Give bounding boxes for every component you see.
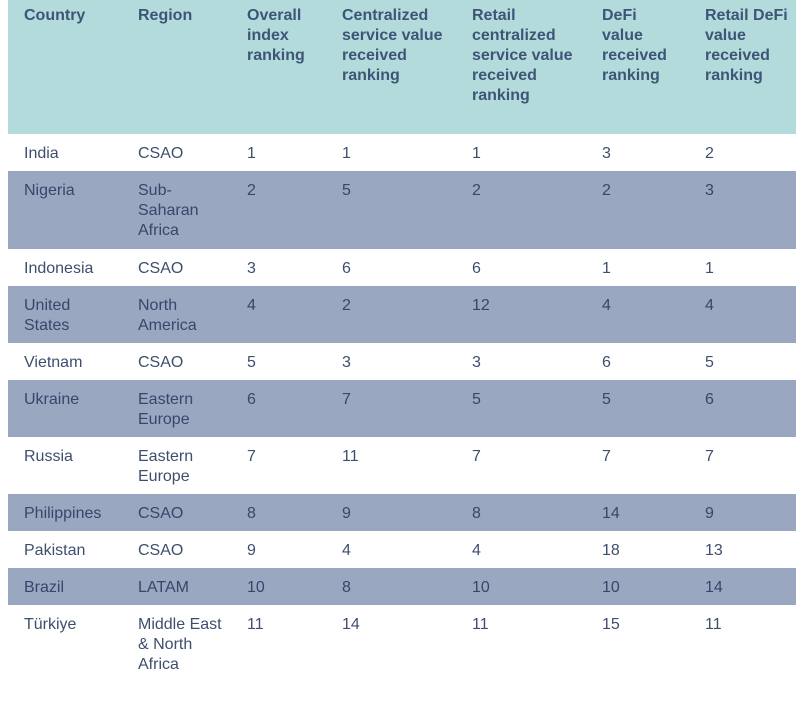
cell-retail-centralized-ranking: 10 bbox=[472, 579, 490, 596]
table-row: Indonesia CSAO 3 6 6 1 1 bbox=[8, 249, 796, 286]
header-overall-index-ranking: Overall index ranking bbox=[247, 7, 305, 64]
cell-retail-defi-ranking: 13 bbox=[705, 542, 723, 559]
cell-country: United States bbox=[24, 297, 71, 334]
cell-region: Sub-Saharan Africa bbox=[138, 182, 199, 239]
cell-retail-defi-ranking: 11 bbox=[705, 616, 722, 633]
cell-defi-ranking: 7 bbox=[602, 448, 611, 465]
cell-country: India bbox=[24, 145, 59, 162]
crypto-adoption-ranking-table: Country Region Overall index ranking Cen… bbox=[8, 0, 796, 685]
cell-overall-index-ranking: 4 bbox=[247, 297, 256, 314]
cell-defi-ranking: 1 bbox=[602, 260, 611, 277]
cell-country: Philippines bbox=[24, 505, 102, 522]
cell-defi-ranking: 2 bbox=[602, 182, 611, 199]
table-row: Türkiye Middle East & North Africa 11 14 11 1… bbox=[8, 605, 796, 685]
cell-country: Ukraine bbox=[24, 391, 80, 408]
cell-country: Pakistan bbox=[24, 542, 86, 559]
cell-defi-ranking: 3 bbox=[602, 145, 611, 162]
cell-country: Brazil bbox=[24, 579, 65, 596]
table-row: Vietnam CSAO 5 3 3 6 5 bbox=[8, 343, 796, 380]
cell-country: Türkiye bbox=[24, 616, 77, 633]
cell-retail-defi-ranking: 6 bbox=[705, 391, 714, 408]
cell-country: Vietnam bbox=[24, 354, 83, 371]
cell-country: Russia bbox=[24, 448, 73, 465]
cell-centralized-ranking: 8 bbox=[342, 579, 351, 596]
cell-region: CSAO bbox=[138, 542, 184, 559]
cell-region: Middle East & North Africa bbox=[138, 616, 222, 673]
cell-centralized-ranking: 7 bbox=[342, 391, 351, 408]
table-body: India CSAO 1 1 1 3 2 Nigeria Sub-Saharan Africa 2… bbox=[8, 134, 796, 685]
cell-region: LATAM bbox=[138, 579, 189, 596]
cell-centralized-ranking: 3 bbox=[342, 354, 351, 371]
cell-overall-index-ranking: 9 bbox=[247, 542, 256, 559]
cell-region: Eastern Europe bbox=[138, 391, 194, 428]
cell-country: Indonesia bbox=[24, 260, 94, 277]
cell-retail-defi-ranking: 3 bbox=[705, 182, 714, 199]
header-region: Region bbox=[138, 7, 193, 24]
table-row: Pakistan CSAO 9 4 4 18 13 bbox=[8, 531, 796, 568]
cell-retail-centralized-ranking: 2 bbox=[472, 182, 481, 199]
cell-retail-centralized-ranking: 5 bbox=[472, 391, 481, 408]
cell-retail-defi-ranking: 4 bbox=[705, 297, 714, 314]
cell-retail-centralized-ranking: 4 bbox=[472, 542, 481, 559]
cell-retail-defi-ranking: 1 bbox=[705, 260, 714, 277]
cell-overall-index-ranking: 1 bbox=[247, 145, 256, 162]
header-defi-ranking: DeFi value received ranking bbox=[602, 7, 667, 84]
cell-retail-defi-ranking: 9 bbox=[705, 505, 714, 522]
cell-retail-centralized-ranking: 6 bbox=[472, 260, 481, 277]
cell-defi-ranking: 4 bbox=[602, 297, 611, 314]
header-centralized-service-ranking: Centralized service value received ranki… bbox=[342, 7, 443, 84]
cell-region: CSAO bbox=[138, 505, 184, 522]
cell-retail-defi-ranking: 2 bbox=[705, 145, 714, 162]
cell-retail-centralized-ranking: 8 bbox=[472, 505, 481, 522]
cell-region: CSAO bbox=[138, 260, 184, 277]
cell-retail-centralized-ranking: 3 bbox=[472, 354, 481, 371]
cell-overall-index-ranking: 7 bbox=[247, 448, 256, 465]
table-row: Russia Eastern Europe 7 11 7 7 7 bbox=[8, 437, 796, 494]
cell-overall-index-ranking: 5 bbox=[247, 354, 256, 371]
cell-centralized-ranking: 11 bbox=[342, 448, 359, 465]
cell-retail-defi-ranking: 7 bbox=[705, 448, 714, 465]
table-row: Brazil LATAM 10 8 10 10 14 bbox=[8, 568, 796, 605]
cell-retail-defi-ranking: 5 bbox=[705, 354, 714, 371]
table-row: India CSAO 1 1 1 3 2 bbox=[8, 134, 796, 171]
cell-country: Nigeria bbox=[24, 182, 75, 199]
cell-overall-index-ranking: 11 bbox=[247, 616, 264, 633]
cell-overall-index-ranking: 8 bbox=[247, 505, 256, 522]
cell-centralized-ranking: 6 bbox=[342, 260, 351, 277]
cell-defi-ranking: 5 bbox=[602, 391, 611, 408]
table-row: Nigeria Sub-Saharan Africa 2 5 2 2 3 bbox=[8, 171, 796, 249]
table-header: Country Region Overall index ranking Cen… bbox=[8, 0, 796, 134]
cell-defi-ranking: 10 bbox=[602, 579, 620, 596]
cell-retail-centralized-ranking: 11 bbox=[472, 616, 489, 633]
cell-overall-index-ranking: 3 bbox=[247, 260, 256, 277]
cell-retail-centralized-ranking: 12 bbox=[472, 297, 490, 314]
cell-centralized-ranking: 9 bbox=[342, 505, 351, 522]
cell-region: Eastern Europe bbox=[138, 448, 194, 485]
table-row: Philippines CSAO 8 9 8 14 9 bbox=[8, 494, 796, 531]
cell-defi-ranking: 18 bbox=[602, 542, 620, 559]
cell-overall-index-ranking: 10 bbox=[247, 579, 265, 596]
header-retail-centralized-ranking: Retail centralized service value receive… bbox=[472, 7, 573, 104]
cell-defi-ranking: 15 bbox=[602, 616, 620, 633]
table-row: Ukraine Eastern Europe 6 7 5 5 6 bbox=[8, 380, 796, 437]
table-row: United States North America 4 2 12 4 4 bbox=[8, 286, 796, 343]
header-country: Country bbox=[24, 7, 86, 24]
header-row: Country Region Overall index ranking Cen… bbox=[8, 0, 796, 134]
cell-region: CSAO bbox=[138, 354, 184, 371]
cell-centralized-ranking: 2 bbox=[342, 297, 351, 314]
header-retail-defi-ranking: Retail DeFi value received ranking bbox=[705, 7, 788, 84]
cell-overall-index-ranking: 6 bbox=[247, 391, 256, 408]
cell-region: CSAO bbox=[138, 145, 184, 162]
cell-centralized-ranking: 4 bbox=[342, 542, 351, 559]
cell-overall-index-ranking: 2 bbox=[247, 182, 256, 199]
cell-centralized-ranking: 14 bbox=[342, 616, 360, 633]
cell-retail-defi-ranking: 14 bbox=[705, 579, 723, 596]
cell-defi-ranking: 6 bbox=[602, 354, 611, 371]
cell-retail-centralized-ranking: 7 bbox=[472, 448, 481, 465]
cell-centralized-ranking: 5 bbox=[342, 182, 351, 199]
cell-defi-ranking: 14 bbox=[602, 505, 620, 522]
cell-retail-centralized-ranking: 1 bbox=[472, 145, 481, 162]
cell-centralized-ranking: 1 bbox=[342, 145, 351, 162]
cell-region: North America bbox=[138, 297, 197, 334]
